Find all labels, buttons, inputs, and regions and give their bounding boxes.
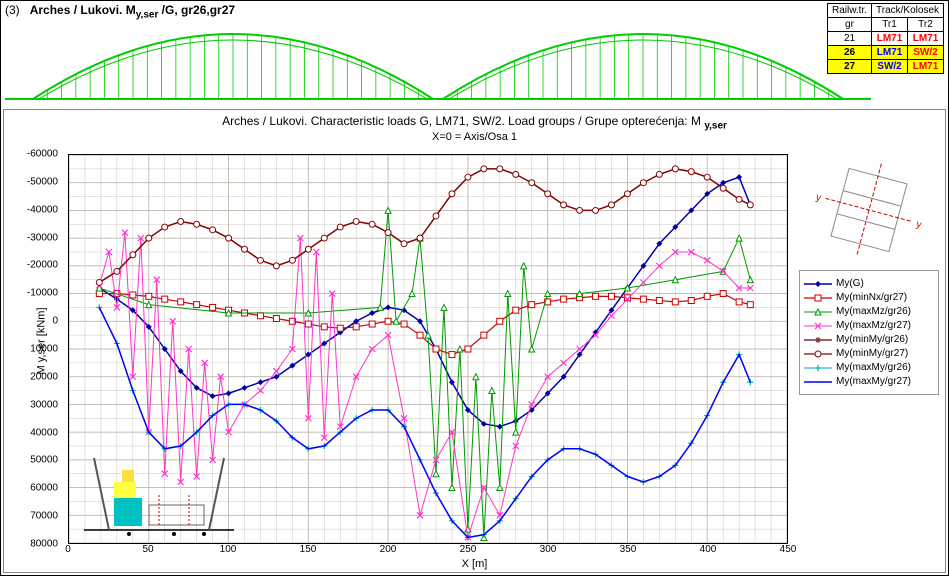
chart-container: Arches / Lukovi. Characteristic loads G,… [3,109,946,573]
page-header: (3) Arches / Lukovi. My,ser /G, gr26,gr2… [5,3,235,20]
chart-title: Arches / Lukovi. Characteristic loads G,… [4,110,945,131]
legend-item: My(maxMy/gr27) [804,376,934,387]
legend-item: My(G) [804,278,934,289]
legend-item: My(minNx/gr27) [804,292,934,303]
arch-elevation-diagram [3,19,873,104]
legend: My(G) My(minNx/gr27) My(maxMz/gr26) My(maxM… [799,270,939,395]
svg-text:z: z [879,160,887,163]
x-axis-label: X [m] [462,558,488,570]
chart-subtitle: X=0 = Axis/Osa 1 [4,131,945,147]
legend-item: My(maxMy/gr26) [804,362,934,373]
coord-system-diagram: z z y y [799,160,939,260]
svg-text:y: y [915,219,923,231]
svg-text:y: y [815,192,823,204]
legend-item: My(minMy/gr27) [804,348,934,359]
header-num: (3) [5,3,20,17]
legend-item: My(maxMz/gr27) [804,320,934,331]
bridge-cross-section [74,450,244,540]
y-axis-ticks: -60000-50000-40000-30000-20000-100000100… [4,154,64,544]
legend-item: My(minMy/gr26) [804,334,934,345]
legend-item: My(maxMz/gr26) [804,306,934,317]
x-axis-ticks: 050100150200250300350400450 [68,544,788,558]
svg-text:z: z [851,258,859,260]
